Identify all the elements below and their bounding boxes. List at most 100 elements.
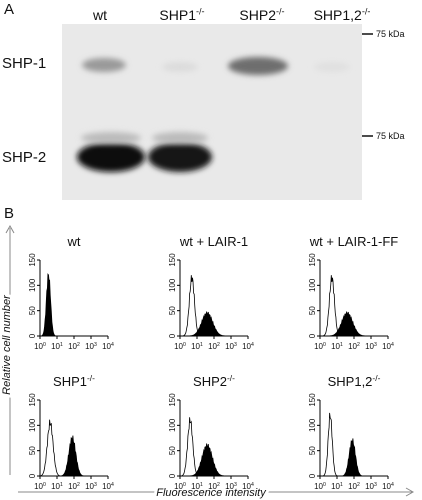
- x-tick-label-sup: 4: [391, 342, 394, 348]
- y-tick-label: 50: [308, 446, 317, 455]
- x-tick-label-base: 10: [34, 342, 43, 351]
- x-tick-label-base: 10: [102, 482, 111, 491]
- y-tick-label: 100: [28, 278, 37, 292]
- x-tick-label-sup: 0: [43, 342, 46, 348]
- lane-label: wt: [92, 7, 107, 23]
- y-tick-label: 0: [308, 473, 317, 478]
- plot-title-base: SHP1: [53, 374, 87, 389]
- y-tick-label: 150: [308, 253, 317, 267]
- histogram-filled: [40, 435, 108, 477]
- band: [82, 58, 126, 72]
- x-tick-label-sup: 1: [60, 342, 63, 348]
- x-tick-label: 100: [174, 482, 186, 491]
- x-tick-label-sup: 3: [374, 482, 377, 488]
- plot-title: SHP2-/-: [193, 373, 235, 389]
- histogram-filled: [320, 311, 388, 337]
- x-tick-label-base: 10: [85, 482, 94, 491]
- x-tick-label: 100: [314, 482, 326, 491]
- x-tick-label-sup: 2: [77, 482, 80, 488]
- x-tick-label: 103: [225, 482, 237, 491]
- x-tick-label-base: 10: [51, 342, 60, 351]
- x-tick-label-sup: 4: [111, 482, 114, 488]
- y-tick-label: 100: [168, 278, 177, 292]
- panel-label: B: [4, 205, 14, 222]
- x-tick-label-base: 10: [191, 482, 200, 491]
- y-tick-label: 0: [168, 473, 177, 478]
- lane-label: SHP2-/-: [239, 6, 284, 23]
- x-tick-label-base: 10: [68, 482, 77, 491]
- x-tick-label-sup: 4: [251, 342, 254, 348]
- x-tick-label: 100: [34, 342, 46, 351]
- x-tick-label: 104: [102, 482, 114, 491]
- x-tick-label-base: 10: [225, 342, 234, 351]
- row-label: SHP-2: [2, 149, 46, 166]
- x-tick-label-sup: 3: [94, 342, 97, 348]
- x-tick-label: 100: [314, 342, 326, 351]
- x-tick-label-base: 10: [314, 482, 323, 491]
- x-tick-label-sup: 4: [251, 482, 254, 488]
- plot-title: wt: [67, 234, 81, 249]
- x-tick-label: 104: [382, 342, 394, 351]
- x-tick-label-base: 10: [365, 482, 374, 491]
- lane-label-sup: -/-: [362, 6, 371, 16]
- y-tick-label: 50: [168, 446, 177, 455]
- y-tick-label: 150: [28, 393, 37, 407]
- x-tick-label-base: 10: [51, 482, 60, 491]
- x-tick-label-sup: 0: [323, 482, 326, 488]
- x-tick-label-base: 10: [174, 482, 183, 491]
- x-tick-label-base: 10: [174, 342, 183, 351]
- band: [77, 142, 145, 172]
- y-tick-label: 0: [168, 333, 177, 338]
- x-tick-label-base: 10: [365, 342, 374, 351]
- y-tick-label: 100: [308, 278, 317, 292]
- x-tick-label: 101: [191, 482, 203, 491]
- x-tick-label-base: 10: [208, 482, 217, 491]
- x-tick-label-base: 10: [191, 342, 200, 351]
- lane-label: SHP1-/-: [159, 6, 204, 23]
- x-tick-label-base: 10: [382, 482, 391, 491]
- y-tick-label: 150: [28, 253, 37, 267]
- x-tick-label-sup: 0: [183, 342, 186, 348]
- y-tick-label: 50: [168, 306, 177, 315]
- x-tick-label: 100: [34, 482, 46, 491]
- histogram-filled: [180, 443, 248, 477]
- plot-title-sup: -/-: [227, 373, 235, 383]
- x-tick-label-base: 10: [348, 342, 357, 351]
- x-tick-label-base: 10: [331, 342, 340, 351]
- x-tick-label: 101: [191, 342, 203, 351]
- x-tick-label: 103: [365, 342, 377, 351]
- x-tick-label: 104: [242, 342, 254, 351]
- plot-title-sup: -/-: [87, 373, 95, 383]
- x-tick-label: 101: [51, 342, 63, 351]
- y-axis-label: Relative cell number: [1, 294, 13, 395]
- x-tick-label-base: 10: [331, 482, 340, 491]
- x-tick-label-base: 10: [225, 482, 234, 491]
- x-tick-label: 101: [331, 342, 343, 351]
- x-tick-label-sup: 3: [374, 342, 377, 348]
- band: [148, 142, 212, 172]
- x-tick-label: 103: [225, 342, 237, 351]
- x-tick-label-sup: 1: [200, 482, 203, 488]
- lane-label-sup: -/-: [196, 6, 205, 16]
- lane-label: SHP1,2-/-: [314, 6, 371, 23]
- plot-title-base: wt: [67, 234, 81, 249]
- x-tick-label-base: 10: [208, 342, 217, 351]
- band: [162, 62, 198, 72]
- x-tick-label: 102: [208, 342, 220, 351]
- x-tick-label-sup: 4: [111, 342, 114, 348]
- x-tick-label-sup: 1: [340, 342, 343, 348]
- x-tick-label-sup: 0: [183, 482, 186, 488]
- lane-label-base: SHP1,2: [314, 7, 362, 23]
- y-tick-label: 0: [308, 333, 317, 338]
- x-tick-label-sup: 0: [43, 482, 46, 488]
- plot-title: wt + LAIR-1-FF: [309, 234, 399, 249]
- y-arrowhead: [5, 224, 15, 234]
- y-tick-label: 100: [308, 418, 317, 432]
- x-tick-label-sup: 4: [391, 482, 394, 488]
- row-label: SHP-1: [2, 55, 46, 72]
- lane-label-base: wt: [92, 7, 107, 23]
- x-tick-label-sup: 2: [217, 482, 220, 488]
- x-tick-label: 101: [51, 482, 63, 491]
- x-tick-label-sup: 1: [200, 342, 203, 348]
